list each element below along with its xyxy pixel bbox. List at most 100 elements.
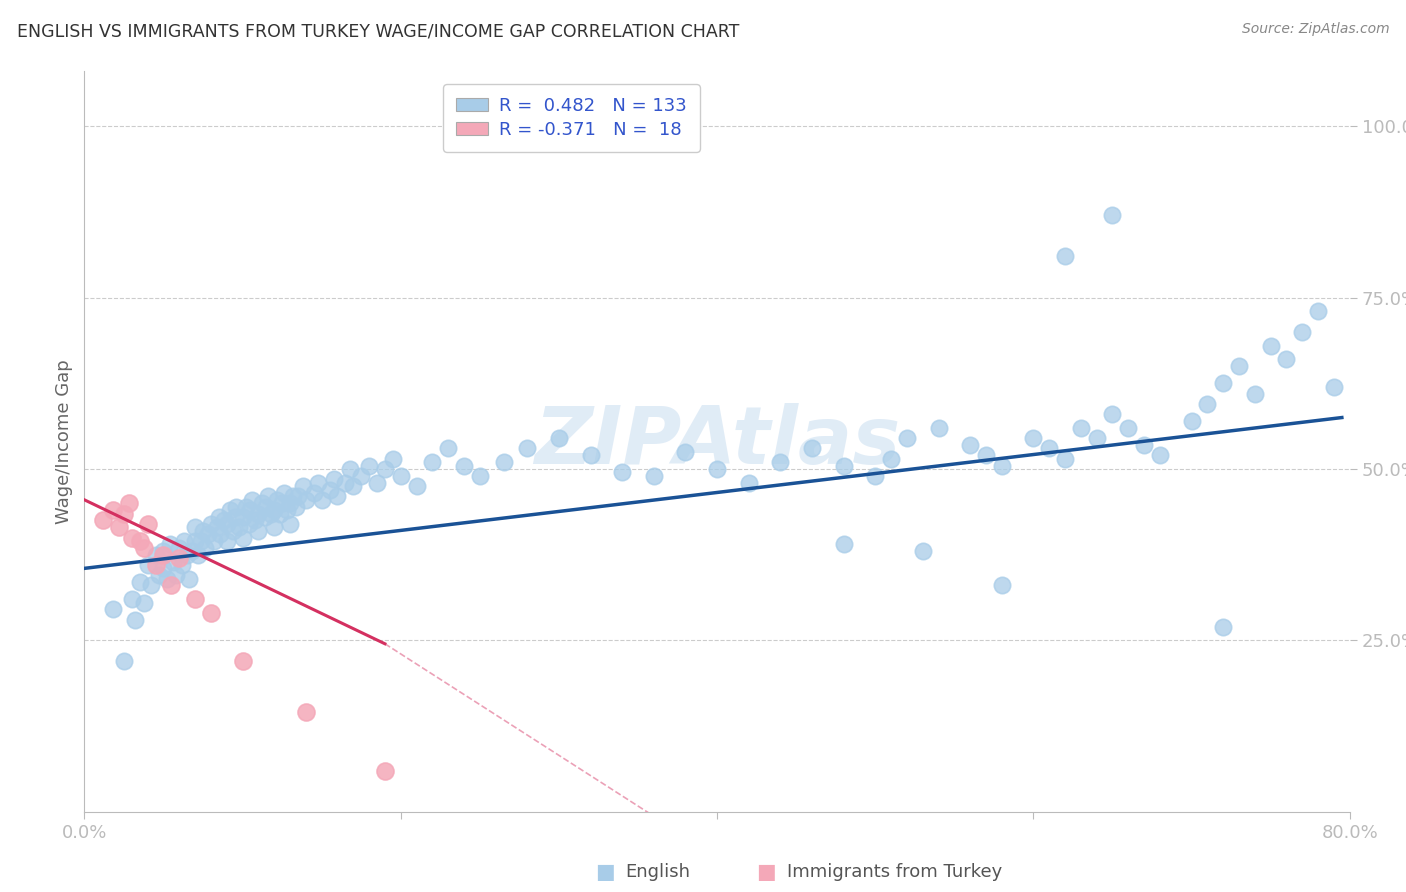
Point <box>160 578 183 592</box>
Point <box>990 458 1012 473</box>
Point <box>1212 619 1234 633</box>
Point <box>239 503 262 517</box>
Point <box>1085 431 1108 445</box>
Point <box>231 531 254 545</box>
Point <box>152 561 174 575</box>
Point <box>1054 250 1077 264</box>
Point <box>250 496 273 510</box>
Point <box>990 578 1012 592</box>
Point <box>93 513 115 527</box>
Point <box>612 466 634 480</box>
Point <box>579 448 602 462</box>
Point <box>1149 448 1171 462</box>
Point <box>643 468 665 483</box>
Point <box>190 533 212 548</box>
Point <box>208 510 231 524</box>
Point <box>200 516 222 531</box>
Point <box>1212 376 1234 391</box>
Point <box>1243 386 1265 401</box>
Text: Immigrants from Turkey: Immigrants from Turkey <box>787 863 1002 881</box>
Point <box>145 548 167 562</box>
Point <box>139 578 162 592</box>
Point <box>1101 208 1123 222</box>
Point <box>172 558 194 572</box>
Point <box>769 455 792 469</box>
Point <box>177 572 200 586</box>
Point <box>287 489 309 503</box>
Point <box>323 472 346 486</box>
Point <box>737 475 759 490</box>
Point <box>134 541 156 555</box>
Point <box>706 462 728 476</box>
Point <box>254 500 277 514</box>
Point <box>437 442 460 456</box>
Point <box>1323 380 1346 394</box>
Point <box>218 503 242 517</box>
Point <box>422 455 444 469</box>
Point <box>270 507 292 521</box>
Point <box>381 451 404 466</box>
Point <box>302 486 325 500</box>
Point <box>281 489 305 503</box>
Point <box>832 458 855 473</box>
Point <box>228 520 250 534</box>
Point <box>148 568 170 582</box>
Point <box>159 537 181 551</box>
Text: English: English <box>626 863 690 881</box>
Point <box>209 527 232 541</box>
Point <box>959 438 981 452</box>
Point <box>548 431 571 445</box>
Point <box>374 462 396 476</box>
Point <box>247 507 270 521</box>
Point <box>112 507 135 521</box>
Point <box>285 500 308 514</box>
Point <box>1180 414 1202 428</box>
Point <box>278 496 301 510</box>
Point <box>238 516 260 531</box>
Point <box>184 592 207 607</box>
Point <box>1118 421 1140 435</box>
Point <box>1133 438 1156 452</box>
Point <box>295 706 318 720</box>
Point <box>180 544 204 558</box>
Point <box>184 533 207 548</box>
Point <box>184 520 207 534</box>
Point <box>231 654 254 668</box>
Point <box>326 489 349 503</box>
Point <box>191 524 214 538</box>
Point <box>468 468 491 483</box>
Point <box>128 533 150 548</box>
Point <box>215 516 238 531</box>
Point <box>200 606 222 620</box>
Point <box>278 516 301 531</box>
Legend: R =  0.482   N = 133, R = -0.371   N =  18: R = 0.482 N = 133, R = -0.371 N = 18 <box>443 84 700 152</box>
Point <box>801 442 824 456</box>
Point <box>240 492 263 507</box>
Point <box>273 486 295 500</box>
Point <box>311 492 333 507</box>
Point <box>335 475 357 490</box>
Point <box>173 533 195 548</box>
Point <box>1054 451 1077 466</box>
Point <box>118 496 141 510</box>
Point <box>405 479 427 493</box>
Point <box>1260 338 1282 352</box>
Point <box>911 544 934 558</box>
Point <box>212 513 235 527</box>
Point <box>215 533 238 548</box>
Point <box>247 524 270 538</box>
Point <box>128 575 150 590</box>
Point <box>516 442 538 456</box>
Point <box>136 516 159 531</box>
Point <box>974 448 997 462</box>
Point <box>291 479 314 493</box>
Point <box>253 510 276 524</box>
Point <box>169 551 191 566</box>
Point <box>307 475 329 490</box>
Point <box>197 527 219 541</box>
Point <box>1197 397 1219 411</box>
Point <box>342 479 364 493</box>
Point <box>187 548 209 562</box>
Point <box>863 468 887 483</box>
Point <box>222 524 245 538</box>
